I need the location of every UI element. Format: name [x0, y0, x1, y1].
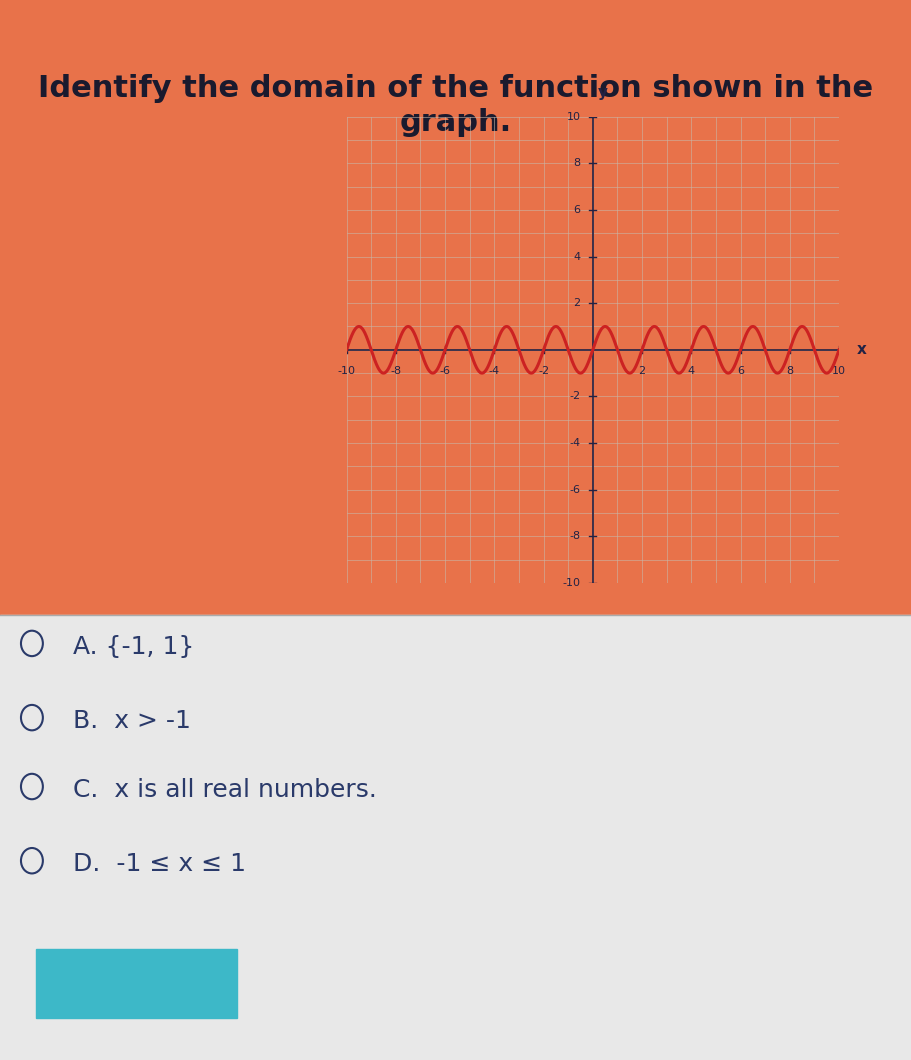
Text: -6: -6	[568, 484, 580, 495]
Text: -8: -8	[390, 366, 401, 376]
Text: 10: 10	[831, 366, 845, 376]
Text: x: x	[855, 342, 865, 357]
Text: 6: 6	[736, 366, 743, 376]
Bar	[0, 0, 911, 615]
Text: -10: -10	[562, 578, 580, 588]
Text: -8: -8	[568, 531, 580, 542]
Text: -4: -4	[488, 366, 499, 376]
Text: 8: 8	[573, 158, 580, 169]
Text: -2: -2	[568, 391, 580, 402]
Bar	[0, 615, 911, 1060]
Text: -10: -10	[337, 366, 355, 376]
Text: -2: -2	[537, 366, 548, 376]
Text: ← PREVIOUS: ← PREVIOUS	[69, 974, 204, 992]
Text: Identify the domain of the function shown in the graph.: Identify the domain of the function show…	[38, 74, 873, 137]
Text: 4: 4	[573, 251, 580, 262]
Text: 6: 6	[573, 205, 580, 215]
Text: D.  -1 ≤ x ≤ 1: D. -1 ≤ x ≤ 1	[73, 852, 246, 876]
Text: 4: 4	[687, 366, 694, 376]
Text: 8: 8	[785, 366, 793, 376]
Text: B.  x > -1: B. x > -1	[73, 709, 190, 732]
Text: 10: 10	[566, 111, 580, 122]
Text: y: y	[597, 85, 607, 101]
Text: 2: 2	[573, 298, 580, 308]
Text: 2: 2	[638, 366, 645, 376]
Bar	[36, 949, 237, 1018]
Text: -4: -4	[568, 438, 580, 448]
Text: C.  x is all real numbers.: C. x is all real numbers.	[73, 778, 376, 801]
Text: -6: -6	[439, 366, 450, 376]
Text: A. {-1, 1}: A. {-1, 1}	[73, 635, 194, 658]
